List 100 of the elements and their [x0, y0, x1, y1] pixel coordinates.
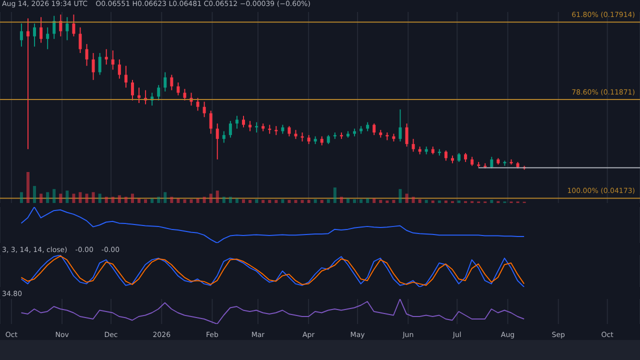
candlestick: [202, 101, 206, 118]
candlestick: [124, 65, 128, 88]
bar: [66, 190, 69, 203]
bar: [130, 194, 134, 203]
bar: [262, 200, 265, 203]
bar: [170, 196, 174, 203]
candlestick: [222, 130, 226, 144]
bar: [92, 192, 95, 203]
candlestick: [66, 16, 69, 41]
bar: [190, 199, 193, 203]
bar: [26, 172, 30, 203]
bar: [294, 200, 298, 203]
candlestick: [490, 156, 494, 169]
bar: [176, 198, 180, 203]
bar: [288, 200, 291, 203]
candlestick: [228, 120, 232, 138]
candlestick: [164, 72, 167, 92]
candlestick: [242, 115, 245, 128]
candlestick: [209, 110, 212, 134]
bar: [307, 200, 310, 203]
bar: [300, 200, 304, 203]
bar: [164, 192, 167, 203]
candlestick: [92, 52, 95, 80]
candlestick: [216, 123, 219, 160]
bar: [333, 188, 336, 203]
bar: [46, 192, 50, 203]
bar: [33, 186, 36, 203]
bar: [326, 199, 330, 203]
candlestick: [176, 82, 180, 96]
candlestick: [412, 138, 415, 152]
candlestick: [444, 150, 448, 162]
candlestick: [46, 26, 50, 50]
bar: [248, 200, 252, 203]
bar: [314, 199, 317, 203]
bar: [98, 194, 102, 203]
bar: [405, 194, 408, 203]
bar: [360, 199, 363, 203]
candlestick: [40, 16, 43, 44]
candlestick: [235, 115, 238, 130]
candlestick: [196, 97, 200, 112]
bar: [196, 198, 200, 203]
bar: [372, 198, 376, 203]
bar: [228, 196, 232, 203]
bar: [320, 200, 324, 203]
bar: [72, 194, 76, 203]
bar: [78, 192, 82, 203]
candlestick: [157, 84, 160, 101]
bar: [235, 198, 238, 203]
bar: [274, 200, 278, 203]
candlestick: [183, 88, 186, 101]
candlestick: [26, 18, 30, 150]
candlestick: [288, 126, 291, 137]
bar: [392, 200, 396, 203]
bar: [59, 194, 62, 203]
bar: [202, 196, 206, 203]
bar: [150, 198, 154, 203]
bar: [346, 198, 350, 203]
bar: [118, 195, 121, 203]
bar: [242, 199, 245, 203]
candlestick: [104, 48, 108, 66]
candlestick: [255, 122, 258, 133]
candlestick: [111, 50, 114, 70]
candlestick: [405, 123, 408, 148]
bar: [209, 194, 212, 203]
bar: [20, 192, 23, 203]
candlestick: [118, 58, 121, 80]
candlestick: [78, 26, 82, 54]
bar: [398, 189, 402, 203]
bar: [104, 196, 108, 203]
bar: [268, 200, 272, 203]
bar: [111, 196, 114, 203]
bar: [490, 200, 494, 203]
bar: [353, 199, 356, 203]
bar: [216, 190, 219, 203]
bar: [255, 199, 258, 203]
candlestick: [170, 74, 174, 91]
candlestick: [33, 23, 36, 48]
bar: [138, 198, 141, 203]
bar: [424, 200, 428, 203]
candlestick: [398, 108, 402, 142]
candlestick: [138, 87, 141, 104]
bar: [40, 194, 43, 203]
candlestick: [85, 44, 88, 66]
candlestick: [130, 79, 134, 101]
candlestick: [72, 14, 76, 37]
bar: [412, 196, 415, 203]
bar: [52, 189, 56, 203]
bar: [418, 199, 422, 203]
candlestick: [248, 120, 252, 132]
bar: [366, 198, 370, 203]
bar: [124, 196, 128, 203]
bar: [379, 200, 382, 203]
candlestick: [372, 123, 376, 136]
bar: [183, 199, 186, 203]
bar: [281, 199, 284, 203]
bar: [157, 196, 160, 203]
candlestick: [98, 52, 102, 76]
bar: [144, 199, 148, 203]
bar: [85, 194, 88, 203]
bar: [222, 196, 226, 203]
